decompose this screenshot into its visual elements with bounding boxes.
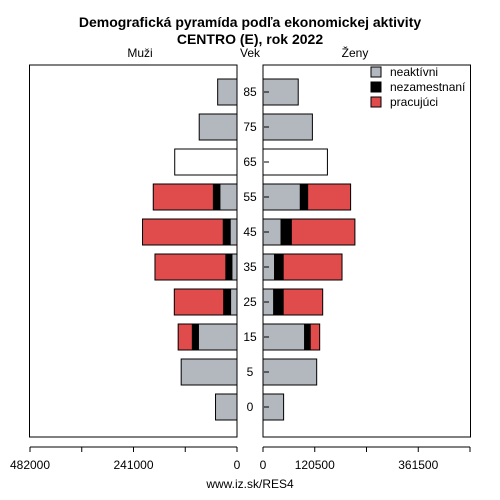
legend-swatch — [370, 81, 382, 93]
legend-swatch — [370, 96, 382, 108]
age-tick-label: 35 — [243, 260, 257, 274]
bar-left-15-nezamestnaní — [191, 323, 199, 351]
source-text: www.iz.sk/RES4 — [205, 477, 294, 491]
bar-left-55-pracujúci — [152, 183, 214, 211]
legend-swatch — [370, 66, 382, 78]
left-side-label: Muži — [127, 46, 152, 60]
age-tick-label: 5 — [247, 365, 254, 379]
bar-left-35-neaktívni — [231, 253, 238, 281]
legend-label: nezamestnaní — [390, 80, 466, 94]
bar-left-25-nezamestnaní — [223, 288, 232, 316]
bar-left-15-neaktívni — [197, 323, 238, 351]
chart-subtitle: CENTRO (E), rok 2022 — [177, 31, 323, 47]
right-side-label: Ženy — [342, 45, 369, 60]
bar-left-45-nezamestnaní — [222, 218, 231, 246]
x-axes: 482000 241000 0 0 120500 361500 — [10, 446, 471, 472]
bar-right-55-neaktívni — [262, 183, 301, 211]
bar-left-45-neaktívni — [229, 218, 238, 246]
right-plot-area — [262, 64, 471, 438]
bar-left-0-neaktívni — [215, 393, 238, 421]
bar-left-25-pracujúci — [173, 288, 225, 316]
bar-right-45-pracujúci — [290, 218, 356, 246]
bar-left-65-neaktívni — [174, 148, 238, 176]
left-x-tick-label: 0 — [234, 458, 241, 472]
bar-left-75-neaktívni — [198, 113, 238, 141]
age-tick-label: 25 — [243, 295, 257, 309]
bar-right-0-neaktívni — [262, 393, 285, 421]
bar-left-35-pracujúci — [154, 253, 227, 281]
bar-right-55-nezamestnaní — [299, 183, 309, 211]
bar-left-25-neaktívni — [230, 288, 238, 316]
bar-left-5-neaktívni — [180, 358, 238, 386]
bar-right-35-nezamestnaní — [274, 253, 284, 281]
age-tick-label: 15 — [243, 330, 257, 344]
bar-left-55-nezamestnaní — [212, 183, 221, 211]
bar-right-5-neaktívni — [262, 358, 318, 386]
bar-right-15-pracujúci — [309, 323, 321, 351]
left-plot-area — [29, 64, 238, 438]
center-axis-label: Vek — [240, 46, 261, 60]
bar-left-85-neaktívni — [217, 78, 238, 106]
age-tick-label: 65 — [243, 155, 257, 169]
bar-left-45-pracujúci — [142, 218, 224, 246]
left-x-tick-label: 241000 — [113, 458, 153, 472]
bar-left-55-neaktívni — [219, 183, 238, 211]
age-axis: 0 5 15 25 35 45 55 65 75 85 — [243, 85, 269, 414]
chart-title: Demografická pyramída podľa ekonomickej … — [79, 14, 422, 30]
age-tick-label: 85 — [243, 85, 257, 99]
bar-right-15-neaktívni — [262, 323, 306, 351]
right-panel-frame — [262, 64, 471, 438]
age-tick-label: 75 — [243, 120, 257, 134]
bar-right-75-neaktívni — [262, 113, 313, 141]
bar-right-35-pracujúci — [282, 253, 343, 281]
right-x-tick-label: 120500 — [295, 458, 335, 472]
right-x-tick-label: 361500 — [398, 458, 438, 472]
bar-right-15-nezamestnaní — [304, 323, 311, 351]
left-x-tick-label: 482000 — [10, 458, 50, 472]
age-tick-label: 0 — [247, 400, 254, 414]
bar-left-15-pracujúci — [177, 323, 193, 351]
legend-label: pracujúci — [390, 95, 438, 109]
bar-right-25-nezamestnaní — [273, 288, 284, 316]
bar-right-65-neaktívni — [262, 148, 328, 176]
bar-right-25-pracujúci — [282, 288, 324, 316]
right-x-tick-label: 0 — [260, 458, 267, 472]
left-panel-frame — [29, 64, 238, 438]
legend-label: neaktívni — [390, 65, 438, 79]
bar-left-35-nezamestnaní — [225, 253, 233, 281]
age-tick-label: 55 — [243, 190, 257, 204]
bar-right-55-pracujúci — [307, 183, 352, 211]
age-tick-label: 45 — [243, 225, 257, 239]
bar-right-45-nezamestnaní — [280, 218, 292, 246]
